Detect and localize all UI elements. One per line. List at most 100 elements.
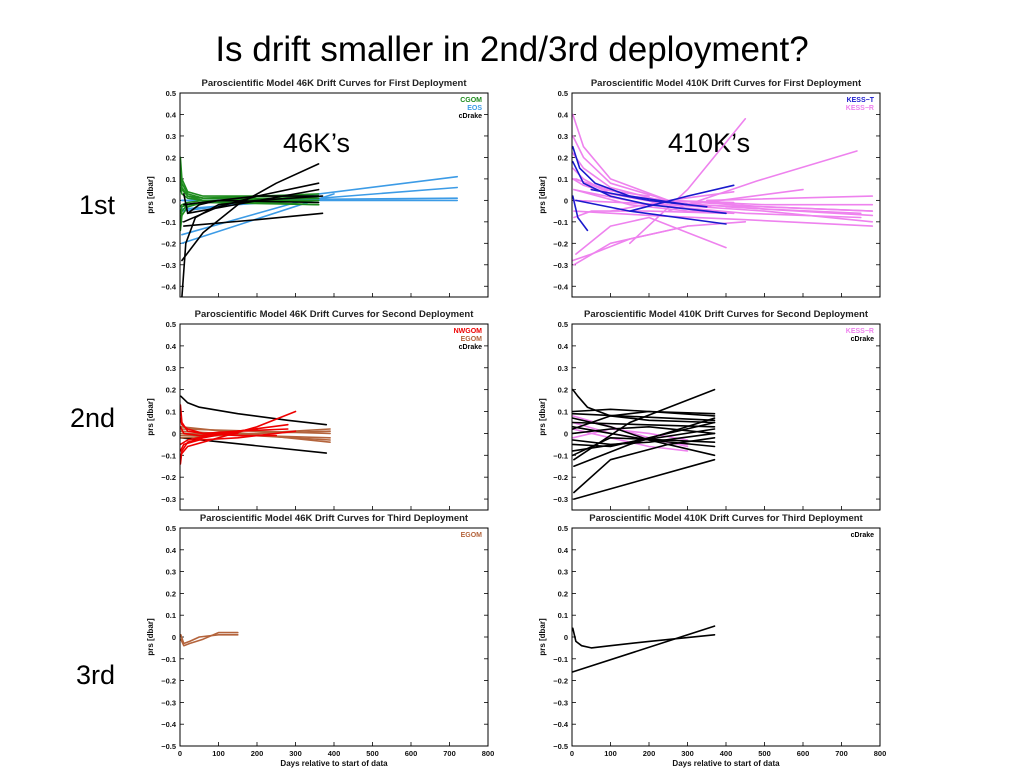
row-label-second: 2nd — [70, 403, 116, 433]
legend-entry: cDrake — [459, 344, 482, 351]
legend-entry: cDrake — [459, 113, 482, 120]
y-tick-label: 0.2 — [166, 153, 176, 162]
chart-title: Paroscientific Model 46K Drift Curves fo… — [195, 309, 475, 320]
y-tick-label: 0.4 — [166, 342, 177, 351]
x-tick-label: 200 — [643, 749, 656, 758]
series-line — [183, 193, 320, 215]
y-tick-label: −0.1 — [161, 451, 176, 460]
series-line — [686, 188, 804, 206]
y-tick-label: −0.4 — [161, 720, 177, 729]
y-axis-label: prs [dbar] — [146, 398, 155, 436]
y-axis-label: prs [dbar] — [146, 618, 155, 656]
y-tick-label: 0.3 — [166, 132, 176, 141]
y-tick-label: 0.3 — [166, 568, 176, 577]
y-tick-label: 0.2 — [558, 153, 568, 162]
chart-title: Paroscientific Model 410K Drift Curves f… — [584, 309, 869, 320]
y-tick-label: 0.1 — [166, 408, 176, 417]
plot-frame — [179, 527, 489, 747]
series-line — [180, 428, 258, 446]
y-axis-label: prs [dbar] — [538, 398, 547, 436]
x-tick-label: 500 — [758, 749, 771, 758]
series-line — [180, 633, 239, 645]
y-tick-label: −0.3 — [161, 698, 176, 707]
series-line — [628, 118, 747, 245]
y-tick-label: −0.1 — [553, 655, 568, 664]
x-axis-label: Days relative to start of data — [280, 759, 388, 768]
series-line — [180, 631, 239, 647]
plot-frame — [179, 323, 489, 511]
y-tick-label: −0.3 — [553, 261, 568, 270]
series-line — [590, 188, 708, 208]
y-tick-label: 0.5 — [558, 89, 568, 98]
series-group — [572, 388, 716, 500]
y-axis-label: prs [dbar] — [538, 618, 547, 656]
series-group — [180, 156, 459, 297]
series-line — [572, 425, 716, 448]
legend-entry: KESS−R — [846, 105, 874, 112]
series-group — [572, 113, 874, 266]
x-tick-label: 300 — [681, 749, 694, 758]
series-line — [572, 627, 716, 649]
column-label-410k: 410K’s — [668, 128, 751, 158]
y-tick-label: 0.1 — [558, 611, 568, 620]
series-line — [572, 113, 874, 206]
series-line — [628, 184, 735, 212]
series-line — [572, 160, 727, 215]
x-tick-label: 100 — [604, 749, 617, 758]
y-tick-label: 0.2 — [166, 589, 176, 598]
legend-entry: EGOM — [461, 532, 483, 539]
legend-entry: KESS−T — [847, 97, 875, 104]
y-tick-label: −0.3 — [161, 495, 176, 504]
series-line — [572, 625, 716, 673]
x-tick-label: 200 — [251, 749, 264, 758]
chart-p46-3: Paroscientific Model 46K Drift Curves fo… — [146, 513, 494, 768]
y-tick-label: −0.5 — [553, 742, 568, 751]
chart-title: Paroscientific Model 46K Drift Curves fo… — [201, 78, 467, 89]
y-tick-label: 0 — [172, 633, 176, 642]
series-line — [180, 395, 328, 426]
y-tick-label: 0.5 — [558, 524, 568, 533]
y-tick-label: −0.3 — [553, 698, 568, 707]
y-tick-label: 0.5 — [166, 89, 176, 98]
y-tick-label: −0.2 — [161, 473, 176, 482]
x-tick-label: 400 — [328, 749, 341, 758]
series-line — [572, 145, 689, 206]
y-tick-label: −0.2 — [161, 677, 176, 686]
y-tick-label: 0.3 — [558, 364, 568, 373]
y-tick-label: −0.1 — [553, 451, 568, 460]
series-line — [180, 156, 320, 197]
series-line — [572, 412, 716, 422]
chart-p410-1: Paroscientific Model 410K Drift Curves f… — [538, 78, 881, 298]
x-tick-label: 0 — [178, 749, 182, 758]
plot-frame — [571, 323, 881, 511]
y-tick-label: 0.4 — [166, 110, 177, 119]
y-tick-label: 0.5 — [558, 320, 568, 329]
chart-p410-2: Paroscientific Model 410K Drift Curves f… — [538, 309, 881, 511]
y-tick-label: −0.4 — [553, 282, 569, 291]
plot-frame — [179, 92, 489, 298]
chart-p410-3: Paroscientific Model 410K Drift Curves f… — [538, 513, 886, 768]
y-tick-label: 0.1 — [166, 175, 176, 184]
y-tick-label: 0.2 — [558, 589, 568, 598]
y-tick-label: −0.1 — [553, 218, 568, 227]
x-axis-label: Days relative to start of data — [672, 759, 780, 768]
series-line — [705, 195, 874, 202]
column-label-46k: 46K’s — [283, 128, 351, 158]
chart-title: Paroscientific Model 46K Drift Curves fo… — [200, 513, 469, 524]
y-tick-label: 0.3 — [558, 132, 568, 141]
row-label-first: 1st — [79, 190, 116, 220]
series-group — [572, 625, 716, 673]
y-tick-label: 0 — [564, 196, 568, 205]
y-tick-label: 0.4 — [558, 110, 569, 119]
legend-entry: KESS−R — [846, 328, 874, 335]
y-tick-label: −0.5 — [161, 742, 176, 751]
legend-entry: NWGOM — [454, 328, 483, 335]
series-group — [180, 631, 239, 647]
y-tick-label: −0.2 — [553, 473, 568, 482]
y-tick-label: −0.2 — [553, 677, 568, 686]
y-tick-label: 0.4 — [166, 546, 177, 555]
plot-frame — [571, 527, 881, 747]
series-line — [180, 425, 239, 437]
series-line — [180, 417, 278, 437]
legend-entry: EOS — [467, 105, 482, 112]
